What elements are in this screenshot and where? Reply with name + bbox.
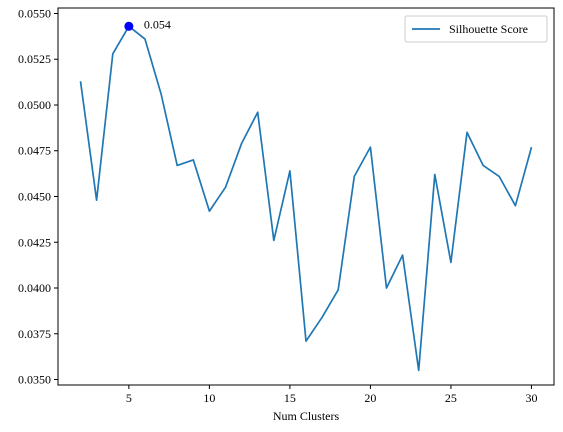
x-tick-label: 30 [525, 391, 537, 405]
x-tick-label: 15 [284, 391, 296, 405]
y-tick-label: 0.0450 [18, 190, 51, 204]
x-tick-label: 5 [126, 391, 132, 405]
x-axis-title: Num Clusters [273, 409, 340, 423]
x-tick-label: 10 [203, 391, 215, 405]
legend: Silhouette Score [404, 15, 548, 43]
y-tick-label: 0.0350 [18, 373, 51, 387]
silhouette-score-line [79, 25, 533, 372]
y-tick-label: 0.0475 [18, 144, 51, 158]
y-tick-label: 0.0375 [18, 327, 51, 341]
y-tick-label: 0.0400 [18, 281, 51, 295]
x-tick-label: 25 [445, 391, 457, 405]
y-tick-label: 0.0550 [18, 6, 51, 20]
y-tick-label: 0.0425 [18, 235, 51, 249]
y-tick-label: 0.0525 [18, 52, 51, 66]
x-tick-label: 20 [364, 391, 376, 405]
y-axis: 0.0350 0.0375 0.0400 0.0425 0.0450 0.0475 0.05… [18, 6, 58, 387]
legend-box [404, 15, 548, 43]
y-tick-label: 0.0500 [18, 98, 51, 112]
max-score-annotation: 0.054 [144, 17, 171, 31]
plot-frame [57, 7, 555, 386]
max-score-marker [124, 21, 134, 31]
legend-label: Silhouette Score [449, 22, 528, 36]
x-axis: 5 10 15 20 25 30 [126, 385, 537, 405]
